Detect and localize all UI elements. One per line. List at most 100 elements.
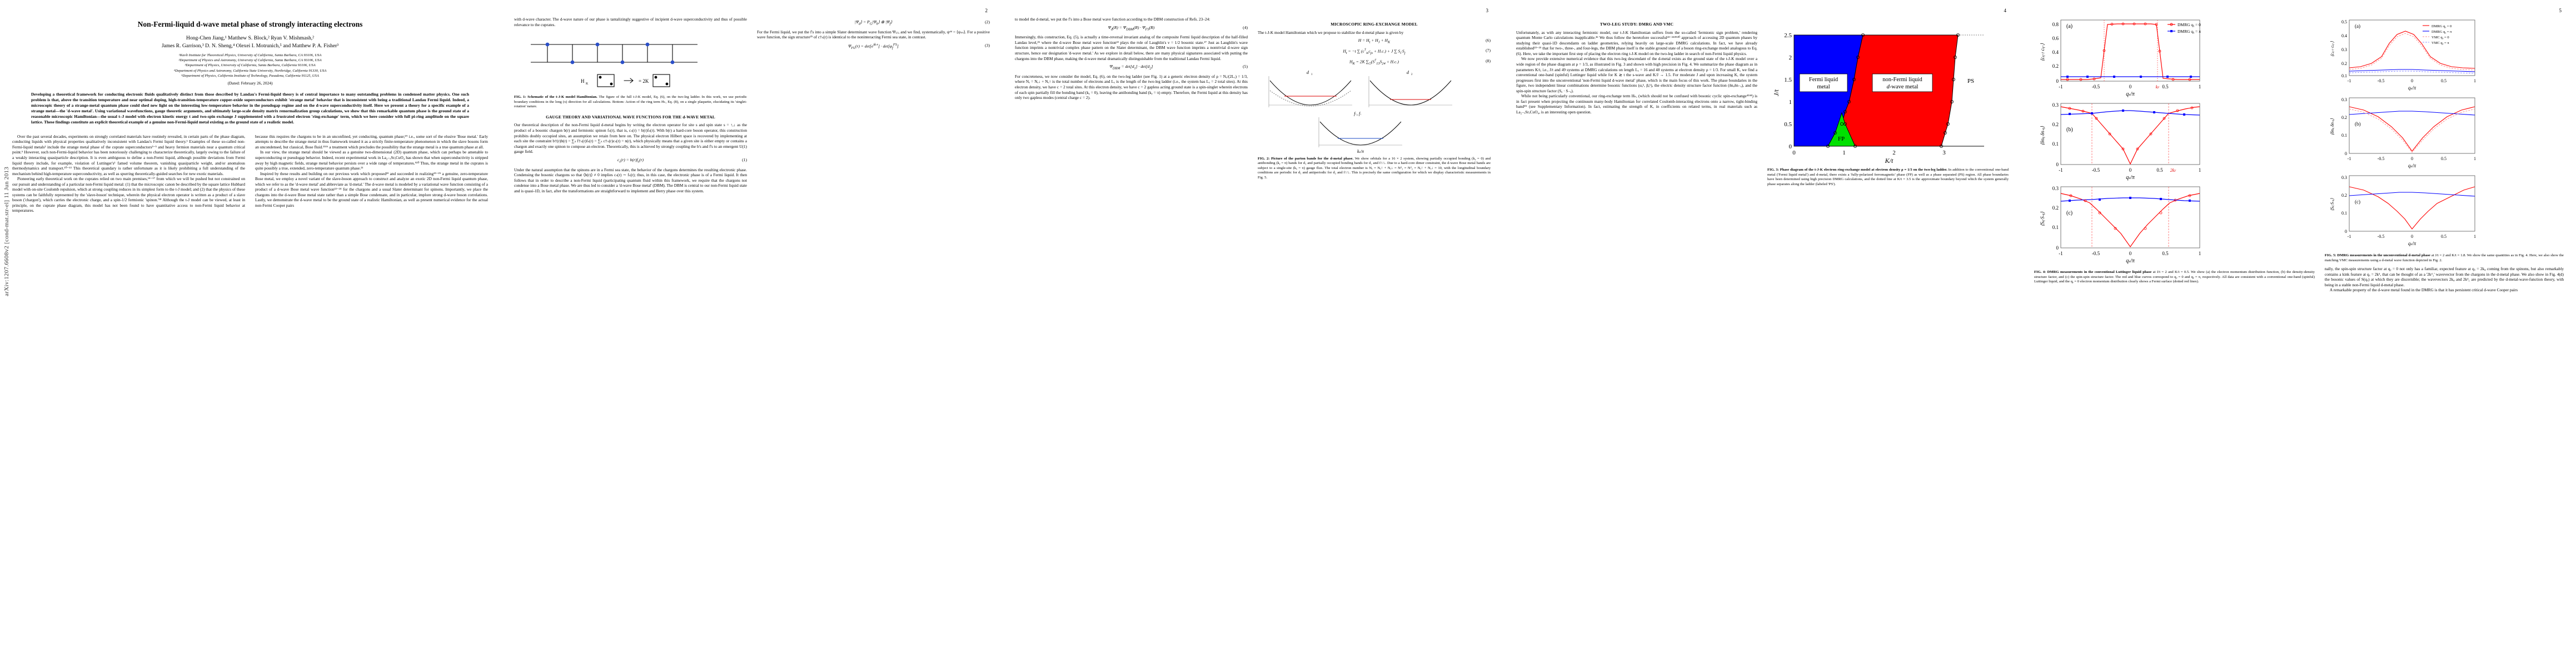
svg-text:0.1: 0.1 (2341, 73, 2347, 78)
paper-page-2: 2 with d-wave character. The d-wave natu… (501, 0, 1002, 667)
svg-text:-0.5: -0.5 (2378, 78, 2385, 83)
svg-text:0.3: 0.3 (2341, 47, 2347, 52)
page-number: 5 (2559, 8, 2562, 13)
svg-text:0.3: 0.3 (2052, 186, 2059, 191)
paragraph: While not being particularly conventiona… (1516, 93, 1757, 115)
phase-diagram-xlabel: K/t (1885, 157, 1894, 165)
svg-text:0.5: 0.5 (2441, 234, 2447, 239)
svg-text:0.5: 0.5 (2441, 78, 2447, 83)
page5-column-1: 0.8 0.6 0.4 0.2 0 -1 -0.5 0 0.5 1 kF qx/π ⟨cq↑… (2034, 14, 2315, 293)
fig5-panel-a-ylabel: ⟨cq↑† cq↑⟩ (2330, 41, 2335, 57)
y-tick-labels: 2.5 2 1.5 1 0.5 0 (1784, 32, 1792, 150)
svg-text:2: 2 (1411, 73, 1413, 76)
svg-text:Fermi liquid: Fermi liquid (1809, 77, 1838, 83)
page3-column-2: MICROSCOPIC RING-EXCHANGE MODEL The t-J-… (1258, 17, 1491, 182)
phase-label-d-wave-metal: non-Fermi liquid d-wave metal (1872, 73, 1933, 92)
panel-a-ylabel: ⟨cq↑† cq↑⟩ (2040, 43, 2045, 61)
svg-text:-1: -1 (2348, 234, 2351, 239)
page-number: 2 (985, 8, 988, 13)
figure-2-caption-text: We show orbitals for a 16 × 2 system, sh… (1258, 156, 1491, 180)
svg-text:2: 2 (1789, 54, 1792, 61)
series-fig5c-blue (2349, 192, 2475, 197)
paragraph: Unfortunately, as with any interacting f… (1516, 29, 1757, 56)
figure-4-caption: FIG. 4: DMRG measurements in the convent… (2034, 270, 2315, 285)
equation-4: Ψd(R) = ΨDBM(R) · ΨFS(R) (4) (1108, 24, 1248, 32)
fig5-panel-b-xlabel: qx/π (2408, 163, 2416, 168)
svg-text:0: 0 (2056, 162, 2059, 167)
phase-label-fp: FP (1838, 136, 1845, 142)
fig5-panel-a-xlabel: qx/π (2408, 85, 2416, 91)
svg-text:-0.5: -0.5 (2092, 84, 2100, 89)
svg-text:0.5: 0.5 (2162, 251, 2169, 256)
svg-text:1: 1 (2199, 167, 2201, 173)
svg-text:0.2: 0.2 (2341, 193, 2347, 198)
svg-text:0: 0 (2129, 167, 2132, 173)
page3-column-1: to model the d-metal, we put the f's int… (1015, 17, 1248, 182)
svg-text:0: 0 (2411, 78, 2413, 83)
figure-5-legend: DMRG qᵧ = 0 DMRG qᵧ = π VMC qᵧ = 0 VMC q… (2422, 24, 2452, 45)
paragraph: A remarkable property of the d-wave meta… (2329, 287, 2518, 293)
panel-label-f: f↑, f↓ (1354, 111, 1361, 116)
panel-a-yticks: 0.8 0.6 0.4 0.2 0 (2052, 22, 2059, 84)
paper-page-3: 3 to model the d-metal, we put the f's i… (1003, 0, 1503, 667)
paragraph: nally, the spin-spin structure factor at… (2324, 266, 2564, 287)
figure-1: H K = 2K FIG. 1: Schematic of the t-J-K … (514, 31, 747, 109)
figure-5-caption: FIG. 5: DMRG measurements in the unconve… (2325, 253, 2564, 263)
arxiv-stamp: arXiv:1207.6608v2 [cond-mat.str-el] 11 J… (3, 167, 10, 296)
figure-5-panel-b: 0.30.20.10 -1 -0.5 0 0.5 1 qx/π ⟨δnq δn-q⟩ … (2330, 97, 2476, 168)
svg-text:0.3: 0.3 (2341, 175, 2347, 180)
svg-text:2.5: 2.5 (1784, 32, 1792, 39)
svg-text:0: 0 (2056, 78, 2059, 84)
figure-3-caption-bold: Phase diagram of the t-J-K electron ring… (1780, 168, 1947, 172)
svg-text:0: 0 (2345, 151, 2347, 156)
equation-7: Ht = −t ∑ (c†iscjs + H.c.) + J ∑ Si·Sj (7… (1343, 48, 1491, 56)
series-fig5b-blue (2349, 111, 2475, 116)
series-fig5b-vmc-red (2349, 108, 2475, 153)
svg-text:0.5: 0.5 (1784, 121, 1792, 128)
page1-column-1: Over the past several decades, experimen… (12, 134, 245, 213)
figure-5-label: FIG. 5: (2324, 253, 2336, 257)
ring-term-symbol: H (581, 78, 585, 84)
paragraph: For the Fermi liquid, we put the f's int… (757, 29, 990, 40)
svg-text:0.5: 0.5 (2156, 167, 2163, 173)
panel-a-xticks: -1 -0.5 0 0.5 1 (2059, 84, 2201, 89)
svg-text:0: 0 (2129, 84, 2132, 89)
figure-5-panel-c: 0.3 0.2 0.1 0 -1 -0.5 0 0.5 1 qx/π ⟨Sq·S-q⟩ (c… (2330, 175, 2476, 246)
figure-4-caption-bold: DMRG measurements in the conventional Lu… (2047, 270, 2152, 274)
panel-label-d1: d (1307, 71, 1309, 75)
fig5-panel-a-tag: (a) (2355, 23, 2360, 29)
paper-page-5: 5 (2022, 0, 2576, 667)
svg-text:-1: -1 (2059, 251, 2063, 256)
page2-column-1: with d-wave character. The d-wave nature… (514, 17, 747, 193)
phase-diagram-svg: 2.5 2 1.5 1 0.5 0 0 1 2 3 J/t K/t Fermi liquid… (1772, 32, 1984, 165)
svg-text:1: 1 (1789, 99, 1792, 106)
equation-3: ΨFL(r) = det[eik·r] · det[φfFS] (3) (848, 42, 990, 50)
page-number: 4 (2004, 8, 2007, 13)
figure-3-label: FIG. 3: (1767, 168, 1779, 172)
figure-4-panel-a: 0.8 0.6 0.4 0.2 0 -1 -0.5 0 0.5 1 kF qx/π ⟨cq↑… (2040, 19, 2201, 97)
svg-text:-0.5: -0.5 (2378, 234, 2385, 239)
fig5-panel-c-tag: (c) (2355, 199, 2360, 205)
paragraph: In our view, the strange metal should be… (255, 150, 488, 171)
panel-b-ylabel: ⟨δnq δn-q⟩ (2040, 126, 2045, 145)
paragraph: We now provide extensive numerical evide… (1516, 56, 1757, 93)
section-heading: GAUGE THEORY AND VARIATIONAL WAVE FUNCTI… (546, 114, 715, 120)
date-line: (Dated: February 26, 2024) (227, 81, 273, 86)
legend-dmrg-qy0: DMRG qᵧ = 0 (2178, 22, 2201, 28)
equation-2: |Ψd⟩ = PG|Ψb⟩ ⊗ |Ψf⟩ (2) (854, 19, 990, 26)
paragraph: Immersingly, this construction, Eq. (5),… (1015, 34, 1248, 61)
ladder-schematic-svg: H K = 2K (531, 42, 697, 87)
paper-page-1: arXiv:1207.6608v2 [cond-mat.str-el] 11 J… (0, 0, 500, 667)
svg-text:1: 1 (2474, 78, 2476, 83)
figure-3-caption: FIG. 3: Phase diagram of the t-J-K elect… (1767, 168, 2009, 187)
svg-text:-1: -1 (2348, 78, 2351, 83)
svg-text:0.4: 0.4 (2052, 49, 2059, 55)
page-title: Non-Fermi-liquid d-wave metal phase of s… (137, 20, 363, 28)
svg-text:metal: metal (1817, 84, 1830, 90)
paragraph: For concreteness, we now consider the mo… (1015, 73, 1248, 101)
series-dmrg-qy0 (2061, 23, 2200, 80)
svg-text:0: 0 (2056, 245, 2059, 251)
equation-1: cs(r) = b(r)fs(r) (1) (617, 157, 747, 164)
phase-boundary-markers (1826, 33, 1960, 148)
equation-8: HK = 2K ∑□(S†13S24 + H.c.) (8) (1349, 58, 1491, 66)
